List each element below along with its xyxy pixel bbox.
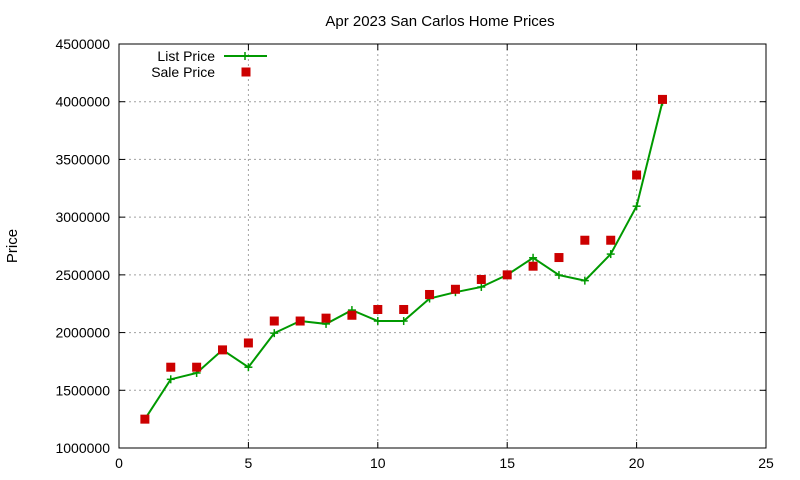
legend-label: Sale Price [151,64,215,80]
sale-price-point [450,284,460,294]
list-price-point [606,250,615,259]
sale-price-point [425,289,435,299]
sale-price-point [580,235,590,245]
plot-frame [118,43,767,449]
series-list-price [140,97,667,424]
list-price-point [477,282,486,291]
sale-price-point [166,362,176,372]
y-tick-label: 1500000 [55,382,110,398]
y-tick-label: 3000000 [55,209,110,225]
list-price-point [580,276,589,285]
y-tick-label: 2500000 [55,267,110,283]
sale-price-point [399,304,409,314]
list-price-point [399,317,408,326]
sale-price-point [321,313,331,323]
x-tick-label: 0 [115,455,123,471]
y-tick-label: 4500000 [55,36,110,52]
sale-price-point [502,270,512,280]
sale-price-point [606,235,616,245]
sale-price-point [373,304,383,314]
sale-price-point [295,316,305,326]
legend-square-swatch [241,67,251,77]
y-tick-label: 1000000 [55,440,110,456]
series-sale-price [140,94,667,424]
sale-price-point [657,94,667,104]
series [140,94,667,424]
sale-price-point [554,253,564,263]
list-price-point [166,375,175,384]
sale-price-point [140,414,150,424]
x-tick-label: 25 [758,455,774,471]
y-tick-label: 2000000 [55,325,110,341]
sale-price-point [528,261,538,271]
x-tick-label: 5 [245,455,253,471]
x-tick-label: 20 [629,455,645,471]
legend-plus-swatch [241,52,249,60]
list-price-point [373,317,382,326]
list-price-point [554,271,563,280]
chart-title: Apr 2023 San Carlos Home Prices [325,13,554,30]
sale-price-point [347,310,357,320]
y-axis-title: Price [4,229,21,263]
sale-price-point [192,362,202,372]
list-price-point [529,253,538,262]
x-tick-label: 15 [499,455,515,471]
sale-price-point [476,274,486,284]
sale-price-point [632,170,642,180]
y-tick-label: 4000000 [55,94,110,110]
list-price-point [632,202,641,211]
list-price-point [244,363,253,372]
y-tick-label: 3500000 [55,151,110,167]
grid [119,44,766,448]
axis-ticks: 0 5 10 15 20 25 1000000 1500000 2000000 2500000 30… [55,36,774,471]
list-price-point [270,329,279,338]
sale-price-point [218,345,228,355]
sale-price-point [243,338,253,348]
sale-price-point [269,316,279,326]
list-price-line [144,101,664,420]
legend-label: List Price [157,48,215,64]
x-tick-label: 10 [370,455,386,471]
